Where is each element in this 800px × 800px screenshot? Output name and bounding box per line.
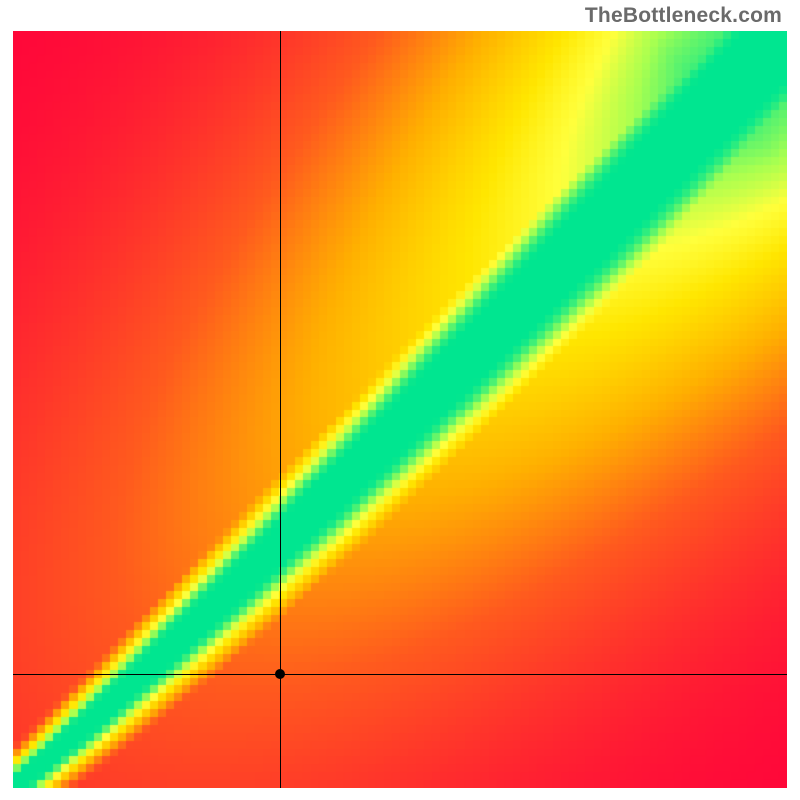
crosshair-marker [275,669,285,679]
attribution-label: TheBottleneck.com [585,4,782,28]
plot-area [13,31,787,788]
chart-container: TheBottleneck.com [0,0,800,800]
crosshair-horizontal [13,674,787,675]
